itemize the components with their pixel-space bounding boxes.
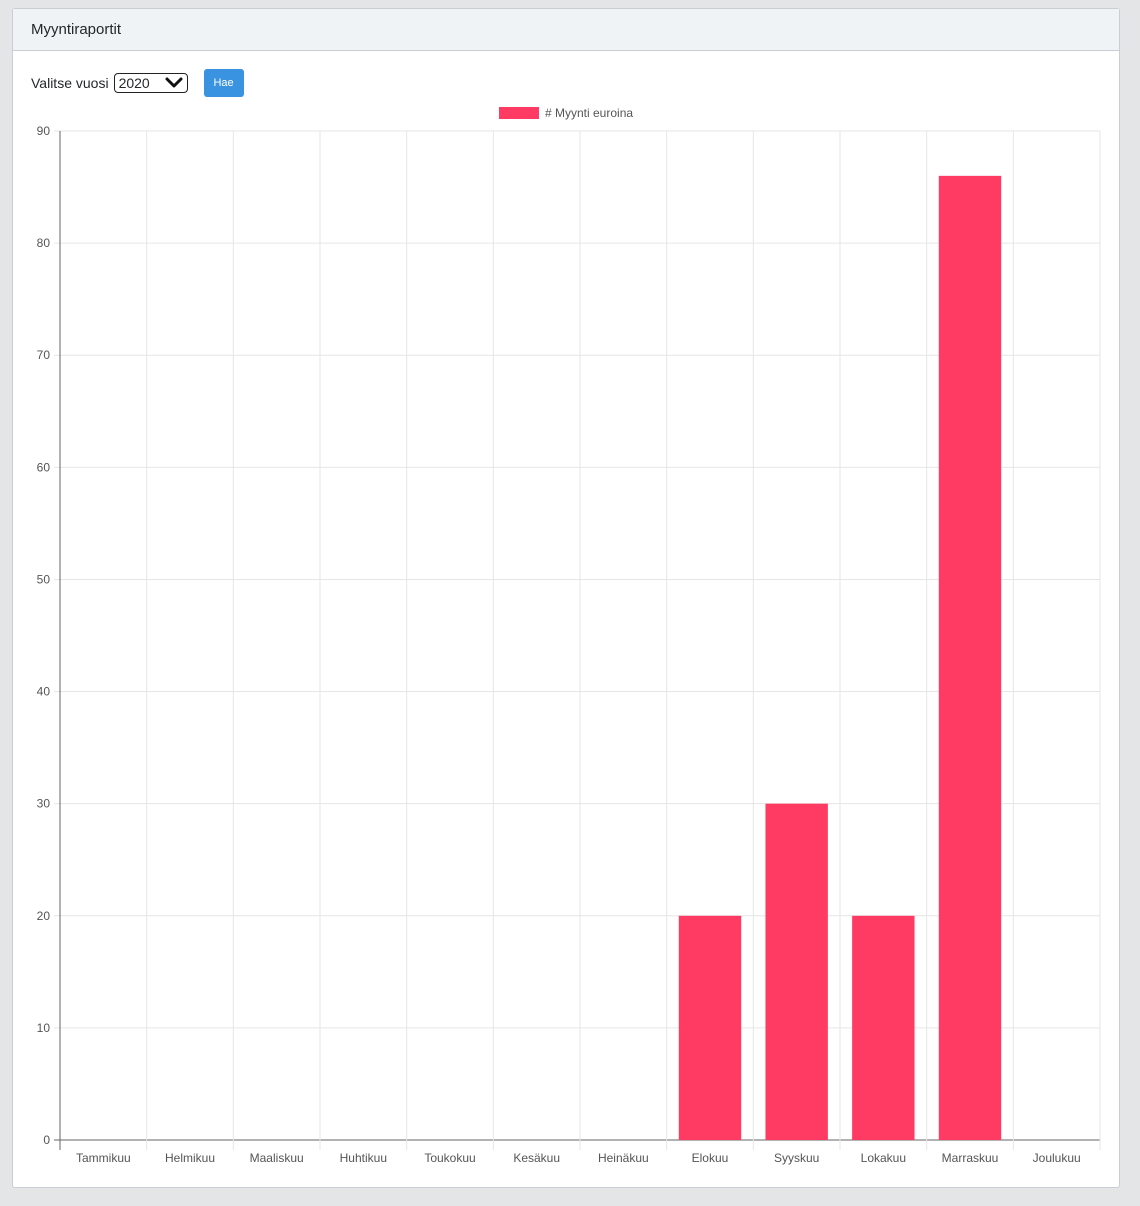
x-tick-label: Syyskuu [774, 1151, 819, 1165]
y-tick-label: 50 [37, 572, 51, 586]
card-title: Myyntiraportit [31, 21, 122, 38]
bar [765, 803, 828, 1140]
bar [852, 915, 915, 1140]
x-tick-label: Maaliskuu [250, 1151, 304, 1165]
chevron-down-icon [165, 77, 183, 88]
x-tick-label: Tammikuu [76, 1151, 131, 1165]
y-tick-label: 90 [37, 124, 51, 138]
y-tick-label: 40 [37, 685, 51, 699]
x-tick-label: Helmikuu [165, 1151, 215, 1165]
sales-bar-chart: 0 10 20 30 40 50 60 70 80 90 Tammikuu Helmikuu Maali… [37, 106, 1101, 1165]
x-tick-label: Kesäkuu [513, 1151, 560, 1165]
x-tick-label: Lokakuu [861, 1151, 906, 1165]
year-select[interactable]: 2020 [113, 73, 188, 93]
y-tick-label: 70 [37, 348, 51, 362]
y-tick-label: 10 [37, 1021, 51, 1035]
sales-report-card: Myyntiraportit Valitse vuosi 2020 Hae 0 1… [12, 8, 1120, 1188]
y-tick-label: 60 [37, 460, 51, 474]
x-tick-label: Elokuu [692, 1151, 729, 1165]
year-controls: Valitse vuosi 2020 Hae [31, 69, 244, 97]
legend-label: # Myynti euroina [545, 106, 633, 120]
x-tick-label: Marraskuu [942, 1151, 999, 1165]
x-tick-label: Heinäkuu [598, 1151, 649, 1165]
y-tick-label: 0 [43, 1133, 50, 1147]
x-tick-label: Toukokuu [424, 1151, 475, 1165]
bar [938, 175, 1002, 1140]
card-header: Myyntiraportit [13, 9, 1119, 51]
year-label: Valitse vuosi [31, 75, 109, 91]
fetch-button[interactable]: Hae [203, 69, 244, 97]
y-tick-label: 80 [37, 236, 51, 250]
x-tick-label: Joulukuu [1033, 1151, 1081, 1165]
y-tick-label: 20 [37, 909, 51, 923]
legend-swatch [499, 107, 539, 119]
year-select-value: 2020 [118, 75, 150, 91]
bar [678, 915, 742, 1140]
x-tick-label: Huhtikuu [340, 1151, 387, 1165]
y-tick-label: 30 [37, 797, 51, 811]
